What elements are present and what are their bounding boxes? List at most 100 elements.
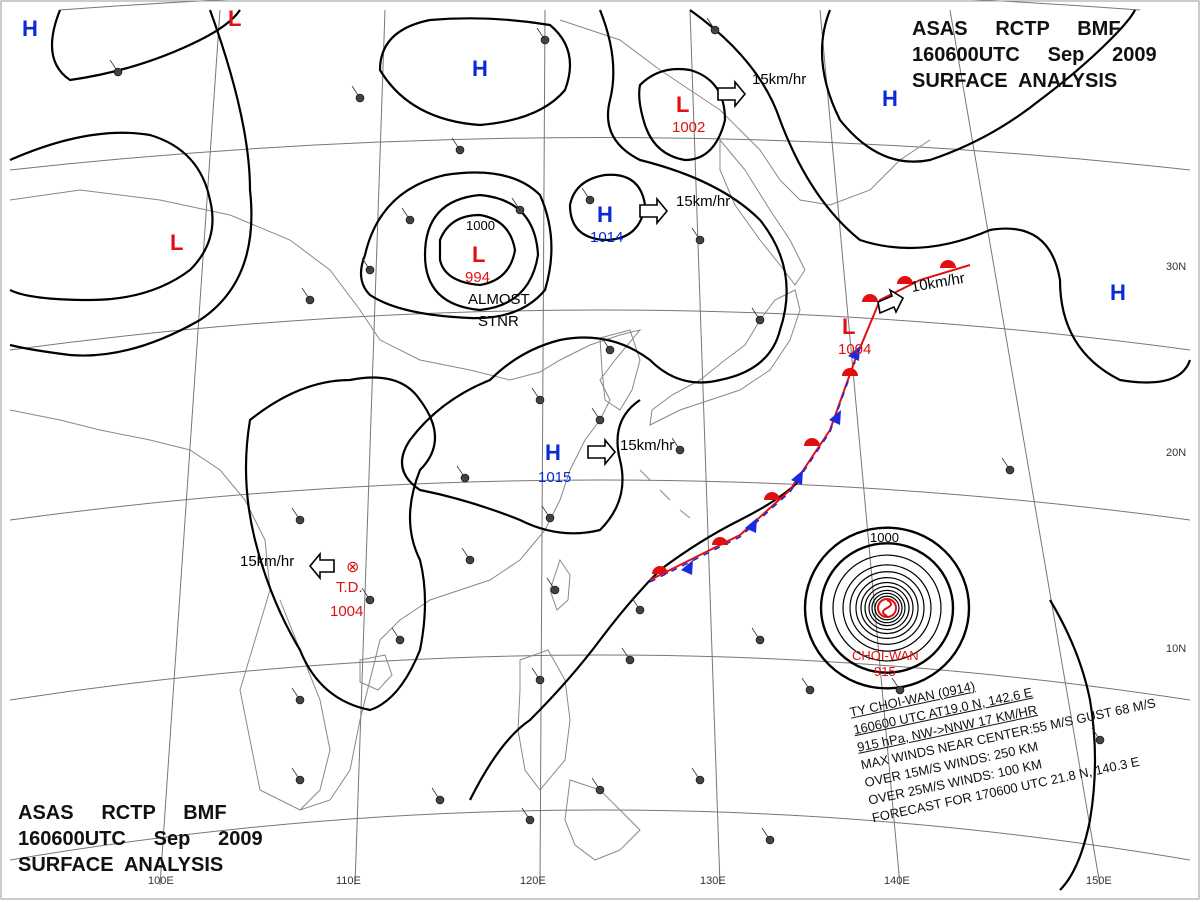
warm-front-semicircle <box>842 368 858 376</box>
vietnam-coast <box>279 599 331 811</box>
isobar <box>1049 599 1097 891</box>
typhoon-isobar-ring <box>864 585 910 631</box>
footer-line-2: 160600UTC Sep 2009 <box>18 828 263 850</box>
warm-front-symbols <box>652 260 956 574</box>
longitude-label: 120E <box>520 875 546 887</box>
typhoon-isobar-ring <box>832 554 942 662</box>
longitude-line <box>819 9 901 886</box>
typhoon-isobar-ring <box>855 577 919 639</box>
wind-barb <box>451 137 461 151</box>
philippines-luzon-coast <box>517 649 571 791</box>
cold-front-triangle <box>848 346 860 361</box>
wind-barb <box>1001 457 1011 471</box>
longitude-label: 110E <box>336 875 361 887</box>
almost-label: ALMOST <box>468 291 530 308</box>
low-pressure-symbol: L <box>170 230 183 255</box>
isobar <box>9 131 214 302</box>
wind-barb <box>291 767 301 781</box>
cold-front-symbols <box>681 346 860 575</box>
wind-barb <box>581 187 591 201</box>
wind-barb <box>291 687 301 701</box>
typhoon-isobar-ring <box>871 592 903 624</box>
low-pressure-value: 1002 <box>672 119 705 136</box>
isobar <box>359 171 553 320</box>
high-pressure-symbol: H <box>472 56 488 81</box>
wind-barb <box>291 507 301 521</box>
wind-barb <box>671 437 681 451</box>
warm-front-semicircle <box>652 566 668 574</box>
cold-front-triangle <box>829 410 841 425</box>
longitude-line <box>949 9 1101 886</box>
latitude-line <box>9 809 1191 861</box>
latitude-line <box>9 654 1191 701</box>
high-pressure-value: 1014 <box>590 229 623 246</box>
wind-barb <box>706 17 716 31</box>
high-pressure-value: 1015 <box>538 469 571 486</box>
typhoon-isobar-ring <box>842 564 932 652</box>
russia-far-east-coast <box>559 19 931 206</box>
footer-line-1: ASAS RCTP BMF <box>18 802 227 824</box>
wind-barb <box>521 807 531 821</box>
cold-front-triangle <box>745 518 757 533</box>
footer-title-block: ASAS RCTP BMF 160600UTC Sep 2009 SURFACE… <box>18 800 263 878</box>
asia-mainland-coast <box>9 189 642 811</box>
hokkaido-sakhalin-coast <box>719 138 806 286</box>
wind-barb <box>351 85 361 99</box>
longitude-gridlines <box>159 9 1101 886</box>
wind-barb <box>591 407 601 421</box>
wind-barb <box>631 597 641 611</box>
low-pressure-value: 994 <box>465 269 490 286</box>
longitude-line <box>689 9 721 886</box>
motion-arrow <box>639 196 669 226</box>
longitude-label: 140E <box>884 875 910 887</box>
header-title-block: ASAS RCTP BMF 160600UTC Sep 2009 SURFACE… <box>912 16 1157 94</box>
motion-arrow <box>717 79 747 109</box>
motion-speed-label: 10km/hr <box>910 270 966 296</box>
low-pressure-symbol: L <box>472 242 485 267</box>
longitude-line <box>539 9 546 886</box>
station-plots <box>109 17 1105 845</box>
typhoon-isobar-ring <box>803 526 971 690</box>
typhoon-isobar-ring <box>860 581 914 635</box>
longitude-line <box>354 9 386 886</box>
taiwan-coast <box>549 558 571 611</box>
header-line-2: 160600UTC Sep 2009 <box>912 44 1157 66</box>
isobar <box>400 9 788 535</box>
wind-barb <box>109 59 119 73</box>
wind-barb <box>391 627 401 641</box>
warm-front-semicircle <box>897 276 913 284</box>
warm-front-semicircle <box>862 294 878 302</box>
footer-line-3: SURFACE ANALYSIS <box>18 854 224 876</box>
low-pressure-symbol: L <box>676 92 689 117</box>
typhoon-isobar-ring <box>868 589 906 627</box>
wind-barb <box>361 257 371 271</box>
isobar <box>423 193 540 312</box>
cold-front-triangle <box>681 560 693 575</box>
low-pressure-symbol: L <box>842 314 855 339</box>
longitude-label: 130E <box>700 875 726 887</box>
latitude-line <box>9 479 1191 521</box>
isobar <box>820 9 1136 163</box>
warm-front-semicircle <box>712 537 728 545</box>
latitude-line <box>59 0 1141 11</box>
warm-front-semicircle <box>764 492 780 500</box>
longitude-label: 150E <box>1086 875 1112 887</box>
isobar <box>689 9 1192 384</box>
typhoon-isobar-ring <box>874 595 900 621</box>
wind-barb <box>891 677 901 691</box>
front-path-red <box>649 264 971 581</box>
longitude-label: 100E <box>148 875 174 887</box>
typhoon-name: CHOI-WAN <box>852 648 919 663</box>
wind-barb <box>541 505 551 519</box>
hainan-coast <box>359 654 393 691</box>
motion-speed-label: 15km/hr <box>752 71 806 88</box>
td-label: T.D. <box>336 579 363 596</box>
front-line <box>649 260 971 583</box>
ryukyu-islands <box>639 469 691 519</box>
wind-barb <box>401 207 411 221</box>
wind-barb <box>691 227 701 241</box>
wind-barb <box>531 667 541 681</box>
latitude-label: 20N <box>1166 447 1186 459</box>
high-pressure-symbol: H <box>1110 280 1126 305</box>
